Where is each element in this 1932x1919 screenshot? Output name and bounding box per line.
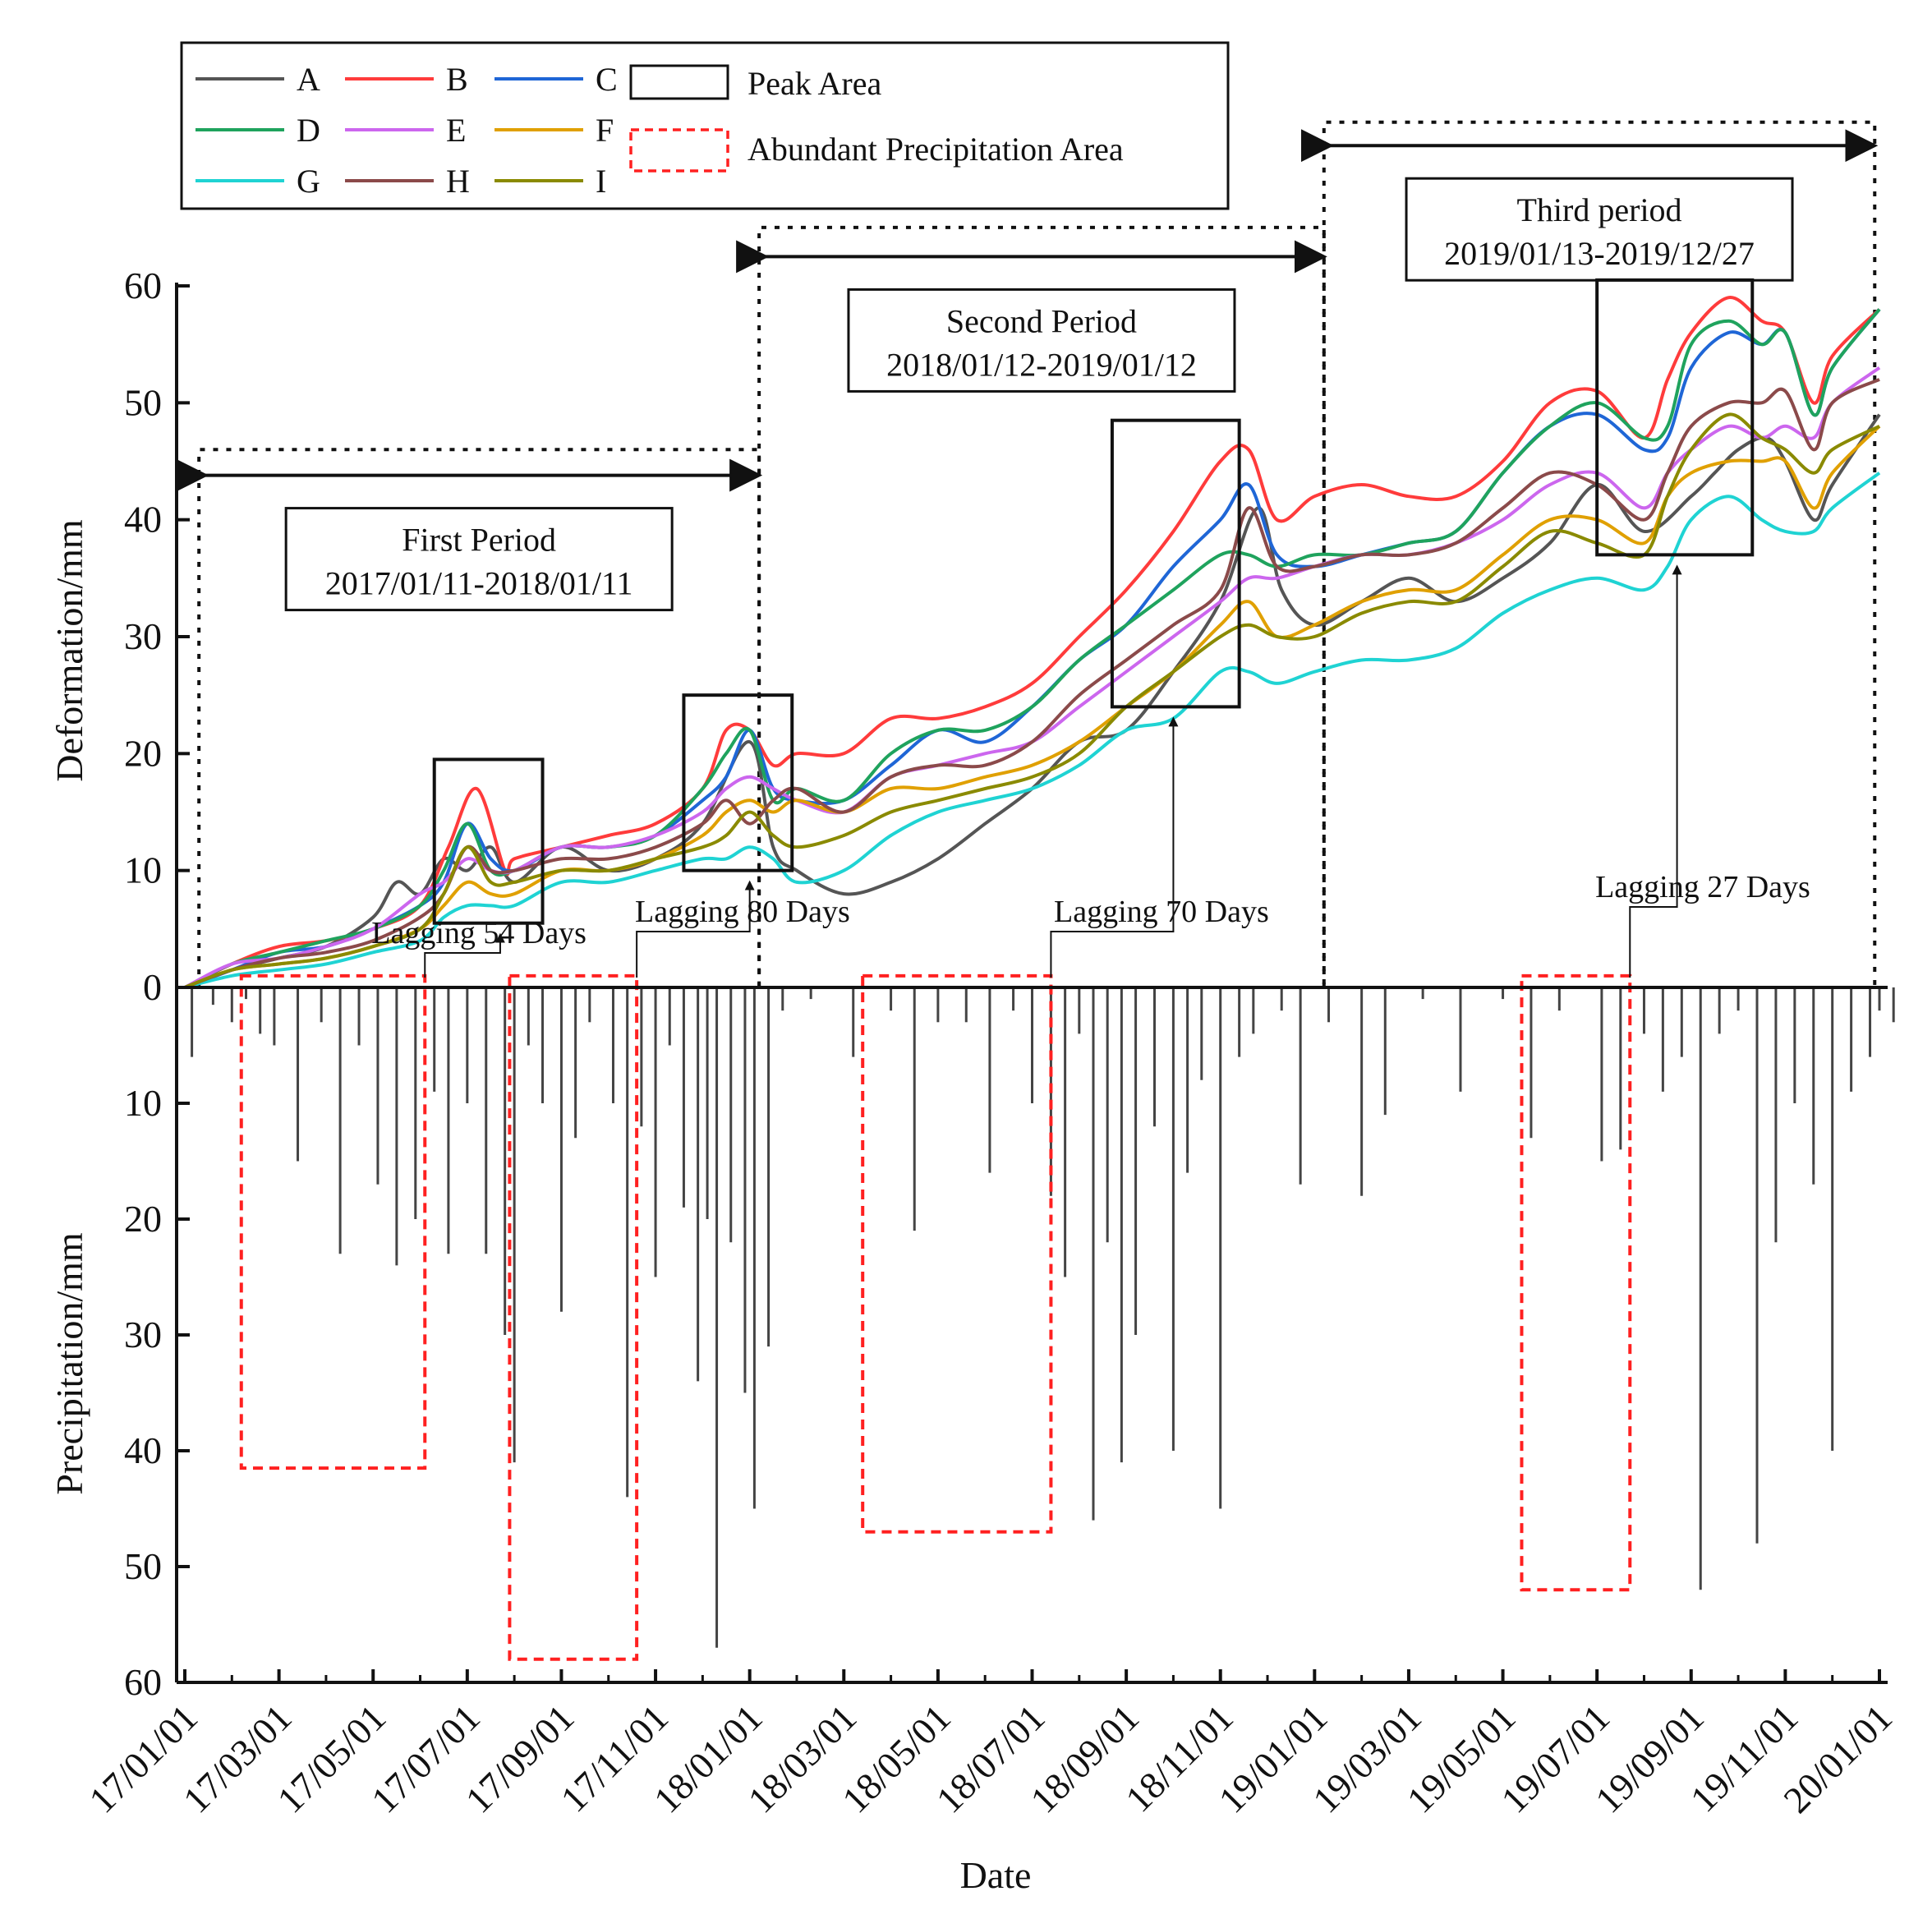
- period-bracket: [197, 448, 761, 987]
- lag-connector: [1050, 716, 1179, 978]
- period-dates: 2019/01/13-2019/12/27: [1444, 235, 1755, 272]
- legend-precip-swatch: [629, 128, 729, 173]
- period-label-box: [284, 507, 674, 612]
- lag-connector: [1629, 564, 1682, 978]
- deformation-series: [184, 296, 1881, 989]
- legend-label-c: C: [596, 61, 618, 98]
- lag-label: Lagging 27 Days: [1595, 870, 1810, 904]
- lag-connector: [424, 932, 505, 978]
- period-dates: 2018/01/12-2019/01/12: [886, 346, 1197, 383]
- legend-label-i: I: [596, 163, 606, 200]
- y-tick-label-precipitation: 60: [124, 1661, 162, 1703]
- legend-box: [180, 41, 1230, 210]
- precip-area-box: [239, 973, 427, 1470]
- y-tick-label-deformation: 60: [124, 265, 162, 306]
- legend-label-b: B: [446, 61, 468, 98]
- legend-label-f: F: [596, 112, 614, 149]
- series-line-a: [184, 413, 1881, 989]
- y-tick-label-precipitation: 40: [124, 1429, 162, 1471]
- series-line-i: [184, 412, 1880, 989]
- series-line-d: [184, 308, 1881, 989]
- y-axis-title-deformation: Deformation/mm: [48, 519, 90, 782]
- series-line-g: [184, 472, 1881, 989]
- peak-area-box: [1110, 418, 1241, 709]
- legend-peak-swatch: [629, 64, 729, 100]
- legend-label-a: A: [297, 61, 320, 98]
- y-tick-label-deformation: 0: [143, 966, 162, 1008]
- period-name: First Period: [402, 522, 556, 559]
- x-axis-title: Date: [960, 1854, 1032, 1896]
- period-dates: 2017/01/11-2018/01/11: [325, 565, 633, 602]
- legend-series-entries: A B C D E F G H I: [196, 61, 618, 200]
- y-tick-label-deformation: 20: [124, 732, 162, 774]
- period-label-box: [847, 288, 1236, 393]
- lag-label: Lagging 54 Days: [371, 916, 586, 950]
- legend-peak-label: Peak Area: [748, 65, 882, 102]
- legend-precip-label: Abundant Precipitation Area: [748, 131, 1124, 168]
- series-line-h: [184, 378, 1880, 989]
- y-axis-title-precipitation: Precipitation/mm: [48, 1232, 90, 1495]
- y-tick-label-deformation: 30: [124, 615, 162, 657]
- precipitation-bars: [191, 987, 1895, 1648]
- period-name: Second Period: [946, 302, 1137, 339]
- series-line-b: [184, 296, 1881, 989]
- y-tick-label-precipitation: 10: [124, 1082, 162, 1124]
- y-tick-label-deformation: 10: [124, 849, 162, 891]
- peak-area-box: [1595, 278, 1755, 557]
- legend: A B C D E F G H I Peak Area Abundant Precipitati…: [180, 41, 1230, 210]
- lag-label: Lagging 80 Days: [635, 895, 850, 929]
- peak-area-box: [432, 757, 545, 925]
- precip-area-box: [1520, 973, 1632, 1592]
- period-bracket: [757, 225, 1326, 987]
- lag-annotations: Lagging 54 Days Lagging 80 Days Lagging 70…: [371, 564, 1810, 978]
- peak-area-box: [682, 693, 794, 872]
- legend-label-h: H: [446, 163, 470, 200]
- period-label-box: [1405, 177, 1794, 282]
- lag-label: Lagging 70 Days: [1054, 895, 1269, 929]
- legend-label-g: G: [297, 163, 320, 200]
- period-markers: First Period 2017/01/11-2018/01/11 Second …: [176, 120, 1879, 987]
- y-tick-label-precipitation: 50: [124, 1545, 162, 1587]
- y-tick-label-deformation: 40: [124, 499, 162, 541]
- lag-connector: [636, 880, 755, 978]
- precip-area-box: [508, 973, 639, 1661]
- y-tick-label-deformation: 50: [124, 381, 162, 423]
- legend-label-e: E: [446, 112, 466, 149]
- precip-area-box: [861, 973, 1053, 1534]
- y-tick-label-precipitation: 20: [124, 1198, 162, 1240]
- y-tick-label-precipitation: 30: [124, 1314, 162, 1355]
- period-name: Third period: [1517, 191, 1682, 228]
- highlight-areas: [239, 278, 1755, 1661]
- legend-label-d: D: [297, 112, 320, 149]
